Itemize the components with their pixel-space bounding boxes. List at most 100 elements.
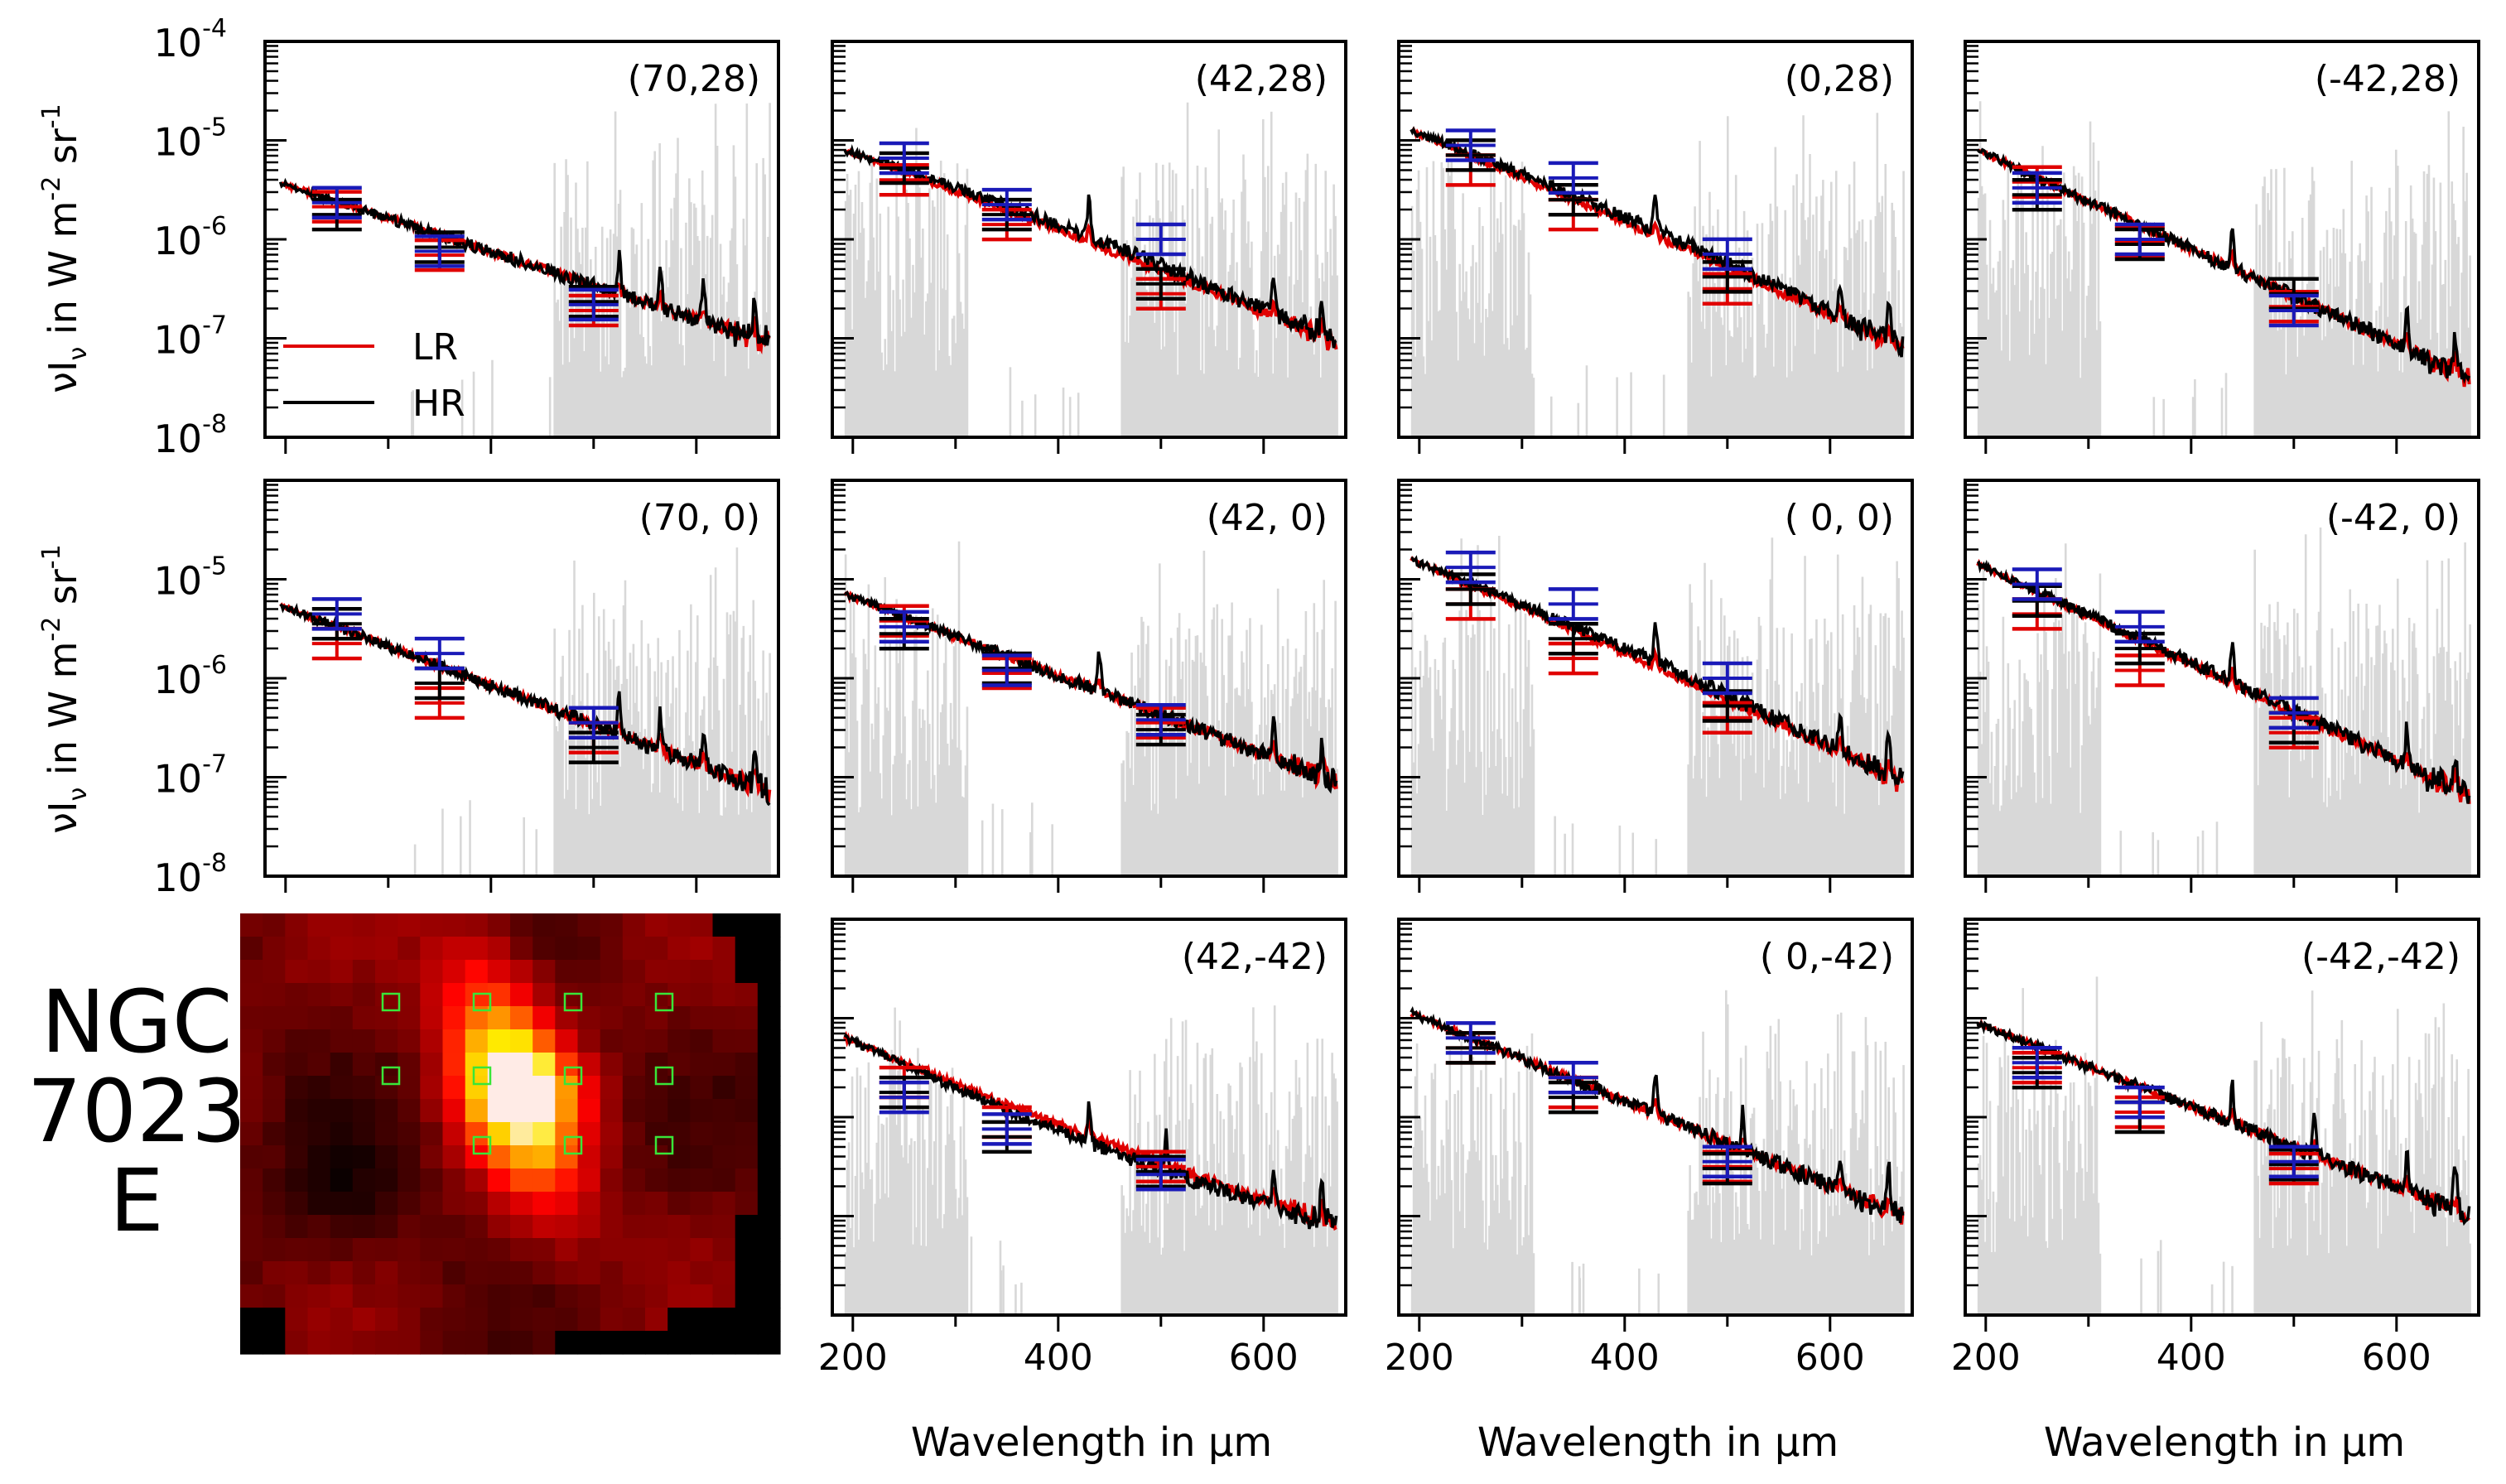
panel-position-label: (42, 0) [1207, 497, 1328, 539]
map-pixel [352, 1308, 376, 1332]
map-pixel [622, 1122, 646, 1146]
map-pixel [307, 1029, 331, 1053]
map-pixel [442, 1284, 466, 1308]
map-pixel [667, 1308, 691, 1332]
map-pixel [375, 937, 398, 961]
photometry-ref [981, 187, 1032, 222]
map-pixel [420, 1053, 444, 1077]
map-pixel [712, 1029, 736, 1053]
map-pixel [487, 1145, 511, 1169]
map-pixel [577, 1284, 601, 1308]
ylabel-units: in W m [41, 642, 85, 788]
map-pixel [398, 1006, 421, 1030]
panel-position-label: (-42, 0) [2326, 497, 2460, 539]
map-pixel [690, 1192, 714, 1216]
map-pixel [352, 1284, 376, 1308]
map-pixel [712, 1076, 736, 1100]
x-tick-label: 600 [2362, 1337, 2431, 1379]
map-pixel [420, 1308, 444, 1332]
map-pixel [667, 1261, 691, 1285]
map-pixel [510, 1099, 533, 1123]
map-pixel [712, 1238, 736, 1262]
map-pixel [510, 1076, 533, 1100]
map-pixel [757, 1308, 781, 1332]
map-pixel [330, 960, 354, 984]
map-pixel [645, 1331, 668, 1355]
map-pixel [240, 960, 263, 984]
map-pixel [757, 1215, 781, 1239]
photometry-ref [1548, 1060, 1598, 1095]
map-pixel [667, 1099, 691, 1123]
map-pixel [735, 1192, 759, 1216]
map-pixel [307, 1006, 331, 1030]
panel: (42,28) [831, 40, 1347, 454]
map-pixel [398, 1122, 421, 1146]
y-axis-label-row2: νIν in W m-2 sr-1 [37, 544, 93, 833]
map-pixel [352, 1099, 376, 1123]
map-pixel [240, 1331, 263, 1355]
map-pixel [352, 1029, 376, 1053]
panel: 200 400 600 (42,-42) [818, 918, 1347, 1379]
x-tick-label: 600 [1229, 1337, 1299, 1379]
map-pixel [420, 1238, 444, 1262]
map-pixel [487, 1168, 511, 1192]
map-pixel [263, 1331, 286, 1355]
map-pixel [645, 1261, 668, 1285]
map-pixel [420, 1192, 444, 1216]
map-pixel [645, 1029, 668, 1053]
y-tick-base: 10 [154, 417, 203, 461]
map-pixel [420, 1006, 444, 1030]
photometry-ref [981, 653, 1032, 687]
map-pixel [375, 1168, 398, 1192]
map-pixel [555, 1261, 579, 1285]
photometry-ref [2012, 567, 2062, 601]
map-pixel [442, 1192, 466, 1216]
map-pixel [645, 1099, 668, 1123]
map-pixel [330, 1053, 354, 1077]
map-pixel [757, 1331, 781, 1355]
map-pixel [240, 913, 263, 937]
map-pixel [263, 1006, 286, 1030]
map-pixel [510, 1308, 533, 1332]
map-pixel [533, 1308, 556, 1332]
map-pixel [757, 913, 781, 937]
photometry-ref [414, 234, 465, 268]
map-pixel [330, 1238, 354, 1262]
ylabel-exp-sr: -1 [37, 544, 66, 569]
photometry-ref [879, 610, 929, 644]
map-position-box [472, 1066, 492, 1086]
photometry-ref [2268, 293, 2319, 328]
map-pixel [398, 937, 421, 961]
map-pixel [757, 1284, 781, 1308]
map-pixel [555, 1215, 579, 1239]
map-pixel [510, 1192, 533, 1216]
map-pixel [667, 913, 691, 937]
map-pixel [420, 1029, 444, 1053]
map-pixel [622, 1192, 646, 1216]
y-tick-base: 10 [154, 219, 203, 263]
map-pixel [735, 1238, 759, 1262]
map-pixel [442, 1308, 466, 1332]
map-pixel [622, 1099, 646, 1123]
map-pixel [240, 1215, 263, 1239]
map-pixel [533, 1029, 556, 1053]
map-pixel [420, 937, 444, 961]
map-pixel [555, 1238, 579, 1262]
map-pixel [645, 960, 668, 984]
map-pixel [398, 983, 421, 1007]
map-pixel [487, 1192, 511, 1216]
legend-label: LR [412, 326, 458, 369]
map-pixel [645, 1192, 668, 1216]
map-pixel [352, 1076, 376, 1100]
photometry-ref [1445, 128, 1496, 162]
panel: 200 400 600 ( 0,-42) [1385, 918, 1914, 1379]
map-pixel [577, 1029, 601, 1053]
map-position-box [381, 1066, 401, 1086]
map-pixel [667, 983, 691, 1007]
map-pixel [577, 937, 601, 961]
map-pixel [757, 1192, 781, 1216]
x-tick-label: 400 [1590, 1337, 1660, 1379]
map-pixel [307, 937, 331, 961]
map-pixel [307, 913, 331, 937]
